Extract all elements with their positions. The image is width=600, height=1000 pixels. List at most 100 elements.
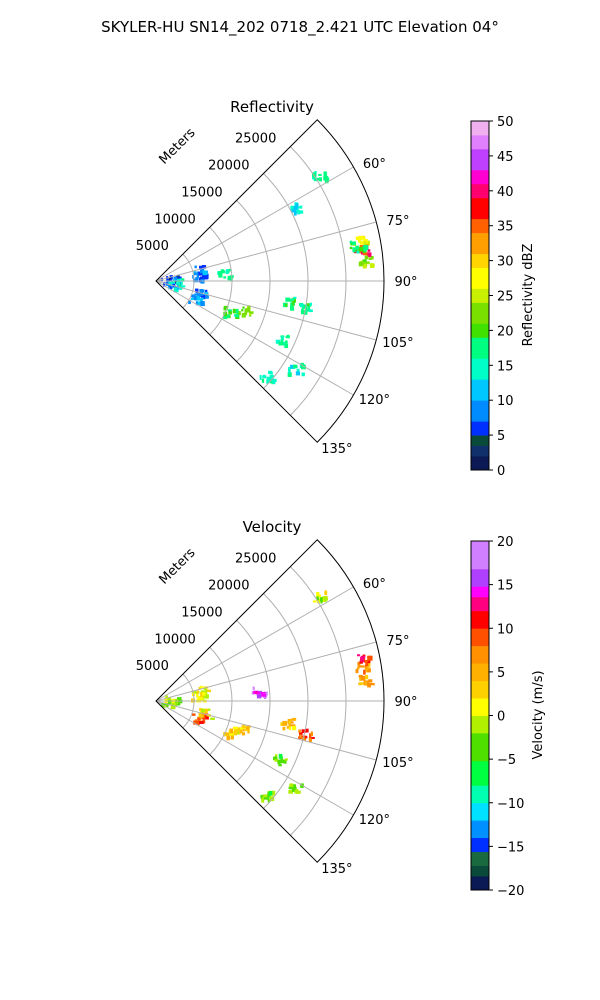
echo-cell	[301, 308, 304, 311]
echo-cell	[172, 702, 177, 706]
echo-cell	[290, 721, 294, 724]
echo-cell	[267, 798, 271, 803]
echo-cell	[247, 731, 250, 734]
echo-cell	[280, 335, 285, 338]
echo-cell	[190, 297, 195, 301]
colorbar-segment	[471, 148, 489, 153]
echo-cell	[176, 286, 180, 290]
colorbar-segment	[471, 173, 489, 178]
echo-cell	[368, 679, 373, 683]
azimuth-gridline	[155, 280, 354, 396]
echo-cell	[303, 304, 308, 309]
colorbar-segment	[471, 267, 489, 272]
echo-cell	[367, 249, 371, 252]
echo-cell	[196, 296, 200, 301]
echo-cell	[266, 376, 272, 382]
colorbar-segment	[471, 855, 489, 859]
echo-cell	[310, 731, 313, 737]
echo-cell	[165, 282, 170, 285]
colorbar-segment	[471, 666, 489, 671]
range-tick-label: 10000	[154, 212, 195, 227]
colorbar-segment	[471, 253, 489, 258]
echo-cell	[259, 374, 262, 380]
echo-cell	[366, 668, 371, 673]
colorbar-segment	[471, 554, 489, 559]
reflectivity-range-axis-label: Meters	[157, 125, 199, 167]
echo-cell	[357, 661, 360, 666]
echo-cell	[247, 306, 251, 309]
echo-cell	[166, 278, 170, 282]
echo-cell	[356, 250, 360, 254]
colorbar-segment	[471, 372, 489, 377]
echo-cell	[168, 276, 172, 281]
echo-cell	[316, 596, 319, 601]
echo-cell	[288, 786, 293, 790]
range-tick-label: 15000	[181, 605, 222, 620]
echo-cell	[261, 797, 265, 803]
echo-cluster	[275, 334, 290, 349]
echo-cluster	[188, 292, 205, 307]
echo-cell	[165, 700, 169, 703]
reflectivity-echoes	[160, 171, 375, 385]
echo-cell	[270, 790, 276, 796]
colorbar-segment	[471, 771, 489, 776]
echo-cell	[353, 249, 359, 254]
colorbar-segment	[471, 767, 489, 772]
echo-cell	[299, 303, 304, 308]
colorbar-segment	[471, 365, 489, 370]
echo-cell	[202, 720, 206, 724]
echo-cell	[199, 298, 203, 303]
echo-cell	[199, 289, 204, 294]
echo-cell	[173, 276, 179, 281]
echo-cell	[351, 241, 356, 246]
echo-cell	[292, 725, 296, 730]
colorbar-segment	[471, 264, 489, 268]
echo-cell	[363, 245, 369, 250]
echo-cell	[362, 252, 368, 256]
echo-cell	[175, 702, 181, 706]
echo-cell	[200, 301, 205, 307]
azimuth-tick-label: 135°	[321, 862, 352, 877]
colorbar-segment	[471, 274, 489, 279]
echo-cluster	[290, 202, 304, 216]
echo-cell	[230, 735, 234, 740]
colorbar-segment	[471, 642, 489, 647]
echo-cell	[170, 705, 176, 710]
echo-cell	[199, 292, 204, 296]
echo-cell	[204, 291, 209, 295]
azimuth-tick-label: 75°	[386, 634, 409, 649]
colorbar-segment	[471, 463, 489, 467]
colorbar-segment	[471, 694, 489, 699]
colorbar-segment	[471, 438, 489, 443]
echo-cell	[168, 282, 173, 286]
echo-cell	[192, 274, 195, 279]
echo-cell	[233, 309, 239, 314]
echo-cluster	[298, 302, 313, 315]
colorbar-segment	[471, 848, 489, 853]
echo-cell	[225, 314, 230, 318]
echo-cell	[271, 378, 277, 383]
colorbar-segment	[471, 823, 489, 828]
echo-cell	[300, 364, 306, 370]
echo-cell	[191, 698, 195, 703]
colorbar-tick-label: −5	[497, 753, 516, 768]
colorbar-segment	[471, 456, 489, 460]
colorbar-segment	[471, 382, 489, 387]
echo-cell	[285, 297, 291, 302]
azimuth-gridline	[155, 221, 377, 282]
colorbar-segment	[471, 393, 489, 398]
echo-cluster	[251, 686, 268, 699]
echo-cell	[371, 255, 374, 260]
echo-cell	[241, 309, 244, 312]
colorbar-segment	[471, 347, 489, 352]
echo-cell	[301, 737, 307, 741]
echo-cell	[290, 306, 295, 311]
echo-cluster	[280, 717, 297, 731]
colorbar-segment	[471, 278, 489, 282]
colorbar-segment	[471, 680, 489, 685]
colorbar-tick-label: −10	[497, 797, 524, 812]
colorbar-segment	[471, 141, 489, 146]
echo-cluster	[349, 240, 369, 254]
echo-cell	[196, 690, 200, 694]
colorbar-segment	[471, 340, 489, 345]
